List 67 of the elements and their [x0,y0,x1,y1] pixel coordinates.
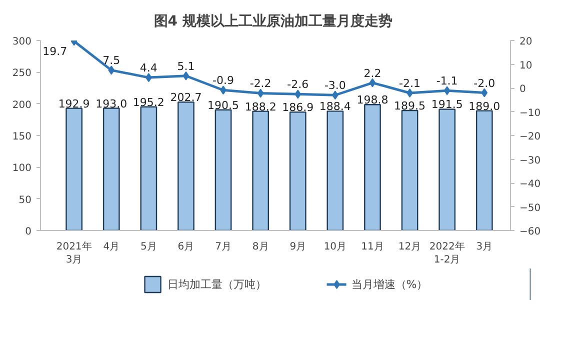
data-label: 2.2 [364,66,382,80]
y-tick-label: 300 [12,36,32,48]
bar [476,110,493,230]
bar [401,110,418,230]
x-tick-label: 12月 [398,242,422,252]
data-label: 198.8 [356,94,388,107]
bar [289,112,306,230]
data-label: 193.0 [96,97,128,110]
x-tick-label: 2022年 1-2月 [429,240,465,266]
x-tick-label: 11月 [361,242,384,252]
y2-tick-label: −30 [520,155,541,166]
y2-tick-label: 10 [520,60,532,72]
data-label: -2.0 [474,76,496,90]
legend-label: 当月增速（%） [351,276,428,292]
data-label: 186.9 [282,101,314,114]
bar [66,108,83,230]
data-label: 189.0 [468,100,500,113]
y2-tick-label: −50 [520,202,541,214]
y-tick-label: 250 [12,68,32,80]
data-label: 192.9 [58,97,90,110]
y-tick-label: 150 [12,132,32,142]
y-tick-label: 100 [12,163,32,174]
x-tick-label: 2021年 3月 [56,240,92,266]
bar [252,110,270,230]
y-tick-label: 50 [18,194,32,206]
bar [326,110,344,230]
x-tick-label: 7月 [215,242,232,252]
data-label: -1.1 [436,74,458,88]
bar [364,104,381,230]
data-label: 5.1 [177,60,195,73]
bar [102,108,120,230]
data-label: -2.1 [399,76,421,90]
legend-label: 日均加工量（万吨） [167,276,266,292]
data-label: 195.2 [132,96,164,109]
data-label: 191.5 [431,98,463,112]
data-label: 188.4 [319,100,351,114]
data-label: 190.5 [208,98,240,112]
data-label: -2.2 [250,77,272,90]
y2-tick-label: 20 [520,36,532,48]
x-tick-label: 10月 [324,242,347,252]
x-tick-label: 3月 [476,242,493,252]
bar [438,108,456,230]
y-tick-label: 200 [12,100,32,111]
data-label: 19.7 [42,45,68,58]
data-label: -2.6 [287,78,309,92]
data-label: 202.7 [170,91,202,104]
data-label: -3.0 [324,79,346,92]
x-tick-label: 5月 [140,242,157,252]
y2-tick-label: 0 [520,84,526,95]
data-label: 189.5 [394,99,426,112]
y2-tick-label: −20 [520,132,541,142]
y2-tick-label: −10 [520,108,541,119]
y2-tick-label: −60 [520,226,541,238]
x-tick-label: 8月 [252,242,269,252]
x-tick-label: 6月 [178,242,194,252]
x-tick-label: 9月 [290,242,306,252]
data-label: 4.4 [140,62,158,75]
data-label: -0.9 [212,74,234,88]
data-label: 7.5 [102,54,120,68]
bar [214,109,232,230]
bar [178,102,194,230]
data-label: 188.2 [244,100,276,114]
bar [140,106,158,230]
y2-tick-label: −40 [520,179,541,190]
chart-title: 图4 规模以上工业原油加工量月度走势 [154,12,392,30]
y-tick-label: 0 [25,226,32,238]
x-tick-label: 4月 [103,242,120,252]
